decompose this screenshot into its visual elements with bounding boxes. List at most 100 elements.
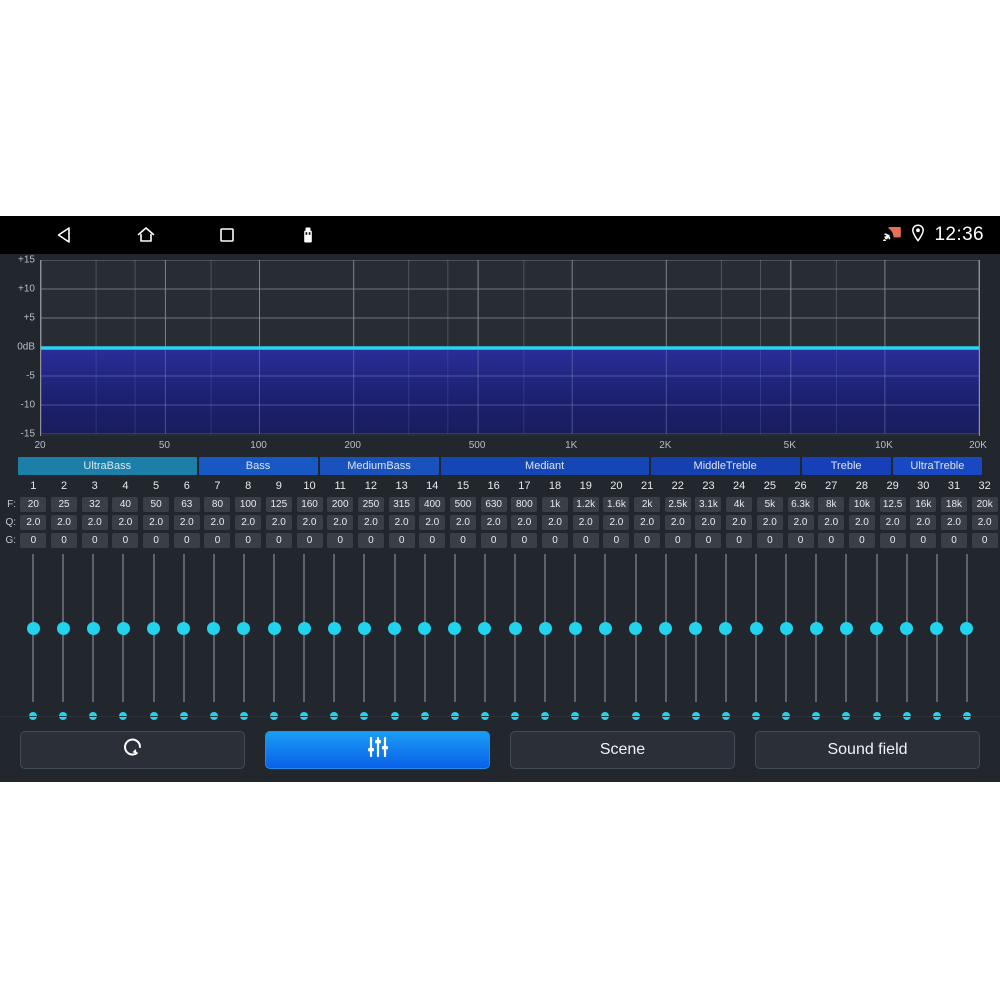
gain-value[interactable]: 0: [81, 532, 108, 548]
equalizer-button[interactable]: [265, 730, 490, 769]
eq-slider-band-31[interactable]: [922, 554, 952, 724]
gain-value[interactable]: 0: [664, 532, 691, 548]
eq-slider-band-30[interactable]: [892, 554, 922, 724]
q-value[interactable]: 2.0: [511, 514, 538, 530]
slider-thumb[interactable]: [930, 621, 944, 635]
frequency-value[interactable]: 3.1k: [695, 496, 722, 512]
gain-value[interactable]: 0: [511, 532, 538, 548]
frequency-value[interactable]: 800: [511, 496, 538, 512]
gain-value[interactable]: 0: [357, 532, 384, 548]
gain-value[interactable]: 0: [296, 532, 323, 548]
eq-slider-band-19[interactable]: [560, 554, 590, 724]
q-value[interactable]: 2.0: [419, 514, 446, 530]
slider-thumb[interactable]: [56, 621, 70, 635]
frequency-value[interactable]: 63: [173, 496, 200, 512]
eq-slider-band-26[interactable]: [771, 554, 801, 724]
band-group-bass[interactable]: Bass: [198, 457, 318, 475]
q-value[interactable]: 2.0: [971, 514, 998, 530]
slider-thumb[interactable]: [870, 621, 884, 635]
slider-thumb[interactable]: [26, 621, 40, 635]
band-group-mediant[interactable]: Mediant: [440, 457, 649, 475]
slider-thumb[interactable]: [448, 621, 462, 635]
gain-value[interactable]: 0: [449, 532, 476, 548]
q-value[interactable]: 2.0: [173, 514, 200, 530]
eq-slider-band-27[interactable]: [801, 554, 831, 724]
eq-slider-band-8[interactable]: [229, 554, 259, 724]
frequency-value[interactable]: 20: [20, 496, 47, 512]
q-value[interactable]: 2.0: [664, 514, 691, 530]
eq-slider-band-32[interactable]: [952, 554, 982, 724]
recents-icon[interactable]: [210, 218, 244, 252]
gain-value[interactable]: 0: [20, 532, 47, 548]
frequency-value[interactable]: 250: [357, 496, 384, 512]
q-value[interactable]: 2.0: [235, 514, 262, 530]
q-value[interactable]: 2.0: [143, 514, 170, 530]
gain-value[interactable]: 0: [572, 532, 599, 548]
frequency-value[interactable]: 25: [51, 496, 78, 512]
slider-thumb[interactable]: [237, 621, 251, 635]
usb-icon[interactable]: [291, 218, 325, 252]
eq-slider-band-29[interactable]: [862, 554, 892, 724]
gain-value[interactable]: 0: [879, 532, 906, 548]
eq-slider-band-9[interactable]: [259, 554, 289, 724]
eq-slider-band-1[interactable]: [18, 554, 48, 724]
q-value[interactable]: 2.0: [726, 514, 753, 530]
home-icon[interactable]: [129, 218, 163, 252]
sound-field-button[interactable]: Sound field: [755, 730, 980, 769]
slider-thumb[interactable]: [749, 621, 763, 635]
band-group-ultratreble[interactable]: UltraTreble: [892, 457, 982, 475]
gain-value[interactable]: 0: [419, 532, 446, 548]
q-value[interactable]: 2.0: [388, 514, 415, 530]
frequency-value[interactable]: 315: [388, 496, 415, 512]
q-value[interactable]: 2.0: [357, 514, 384, 530]
eq-slider-band-6[interactable]: [169, 554, 199, 724]
slider-thumb[interactable]: [508, 621, 522, 635]
q-value[interactable]: 2.0: [848, 514, 875, 530]
frequency-value[interactable]: 80: [204, 496, 231, 512]
frequency-value[interactable]: 4k: [726, 496, 753, 512]
q-value[interactable]: 2.0: [542, 514, 569, 530]
eq-slider-band-23[interactable]: [681, 554, 711, 724]
slider-thumb[interactable]: [116, 621, 130, 635]
q-value[interactable]: 2.0: [480, 514, 507, 530]
slider-thumb[interactable]: [418, 621, 432, 635]
q-value[interactable]: 2.0: [51, 514, 78, 530]
eq-slider-band-16[interactable]: [470, 554, 500, 724]
slider-thumb[interactable]: [478, 621, 492, 635]
gain-value[interactable]: 0: [910, 532, 937, 548]
eq-slider-band-13[interactable]: [380, 554, 410, 724]
eq-slider-band-10[interactable]: [289, 554, 319, 724]
frequency-value[interactable]: 2k: [634, 496, 661, 512]
gain-value[interactable]: 0: [756, 532, 783, 548]
eq-slider-band-24[interactable]: [711, 554, 741, 724]
slider-thumb[interactable]: [568, 621, 582, 635]
eq-slider-band-2[interactable]: [48, 554, 78, 724]
gain-value[interactable]: 0: [173, 532, 200, 548]
q-value[interactable]: 2.0: [695, 514, 722, 530]
frequency-value[interactable]: 200: [327, 496, 354, 512]
q-value[interactable]: 2.0: [787, 514, 814, 530]
eq-slider-band-14[interactable]: [410, 554, 440, 724]
eq-slider-band-17[interactable]: [500, 554, 530, 724]
gain-value[interactable]: 0: [143, 532, 170, 548]
band-group-treble[interactable]: Treble: [801, 457, 891, 475]
slider-thumb[interactable]: [86, 621, 100, 635]
frequency-value[interactable]: 10k: [848, 496, 875, 512]
slider-thumb[interactable]: [267, 621, 281, 635]
slider-thumb[interactable]: [659, 621, 673, 635]
slider-thumb[interactable]: [207, 621, 221, 635]
frequency-value[interactable]: 1k: [542, 496, 569, 512]
q-value[interactable]: 2.0: [327, 514, 354, 530]
frequency-value[interactable]: 32: [81, 496, 108, 512]
frequency-value[interactable]: 630: [480, 496, 507, 512]
eq-slider-band-3[interactable]: [78, 554, 108, 724]
slider-thumb[interactable]: [960, 621, 974, 635]
q-value[interactable]: 2.0: [265, 514, 292, 530]
eq-slider-band-7[interactable]: [199, 554, 229, 724]
slider-thumb[interactable]: [538, 621, 552, 635]
gain-value[interactable]: 0: [204, 532, 231, 548]
q-value[interactable]: 2.0: [81, 514, 108, 530]
eq-slider-band-21[interactable]: [621, 554, 651, 724]
slider-thumb[interactable]: [629, 621, 643, 635]
eq-slider-band-4[interactable]: [108, 554, 138, 724]
